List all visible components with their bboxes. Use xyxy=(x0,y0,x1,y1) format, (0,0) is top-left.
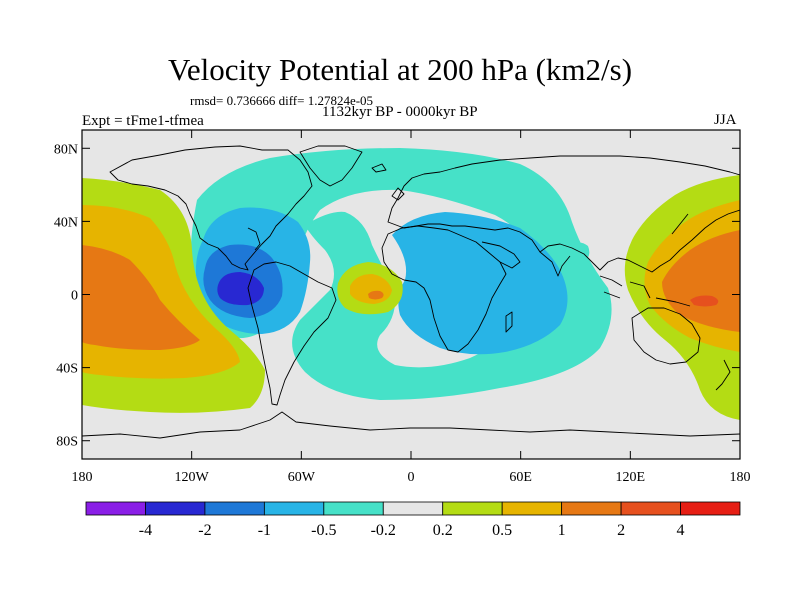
colorbar-label: -1 xyxy=(258,522,271,539)
y-tick-label: 80N xyxy=(54,142,78,157)
colorbar-label: 2 xyxy=(617,522,625,539)
axis-ticks: 80N 40N 0 40S 80S 180 120W 60W 0 60E 120E 180 xyxy=(54,130,751,485)
colorbar-swatch xyxy=(382,501,444,516)
coastlines xyxy=(82,145,740,439)
y-tick-label: 80S xyxy=(56,435,78,450)
coast-north-america xyxy=(109,145,313,271)
colorbar-swatch xyxy=(501,501,563,516)
coast-antarctica xyxy=(82,411,740,439)
chart-title: Velocity Potential at 200 hPa (km2/s) xyxy=(167,52,633,87)
y-tick-label: 40N xyxy=(54,215,78,230)
colorbar-label: -2 xyxy=(198,522,211,539)
colorbar-swatch xyxy=(561,501,622,516)
coast-florida-gulf xyxy=(247,227,261,251)
coast-japan xyxy=(671,213,689,235)
stats-annotation: rmsd= 0.736666 diff= 1.27824e-05 xyxy=(190,93,374,108)
colorbar-label: 0.5 xyxy=(492,522,512,539)
colorbar-label: -4 xyxy=(139,522,152,539)
arabian-negative-patch xyxy=(568,242,590,262)
x-tick-label: 60E xyxy=(509,470,532,485)
season-label: JJA xyxy=(714,112,737,128)
y-tick-label: 40S xyxy=(56,362,78,377)
coast-madagascar xyxy=(505,311,513,333)
africa-indian-negative-core xyxy=(392,212,568,355)
coast-arabia-india xyxy=(481,241,571,277)
experiment-label: Expt = tFme1-tfmea xyxy=(82,113,204,129)
colorbar-swatch xyxy=(145,501,206,516)
coast-eurasia xyxy=(387,155,740,273)
x-tick-label: 180 xyxy=(730,470,751,485)
colorbar-swatch xyxy=(263,501,325,516)
colorbar-swatch xyxy=(204,501,265,516)
y-tick-label: 0 xyxy=(71,289,78,304)
colorbar: -4 -2 -1 -0.5 -0.2 0.2 0.5 1 2 4 xyxy=(85,501,741,539)
colorbar-label: 4 xyxy=(677,522,685,539)
coast-africa xyxy=(381,225,507,353)
colorbar-label: 0.2 xyxy=(433,522,453,539)
coast-british-isles xyxy=(371,163,405,201)
colorbar-swatch xyxy=(85,501,146,516)
colorbar-swatch xyxy=(680,501,741,516)
eastern-pacific-minimum xyxy=(217,272,264,306)
coast-south-america xyxy=(247,261,337,406)
colorbar-label: -0.5 xyxy=(311,522,336,539)
colorbar-label: 1 xyxy=(558,522,566,539)
period-annotation: 1132kyr BP - 0000kyr BP xyxy=(322,104,478,120)
western-pacific-positive-max xyxy=(662,230,740,332)
coast-maritime-continent xyxy=(599,275,691,307)
colorbar-swatch xyxy=(442,501,503,516)
x-tick-label: 180 xyxy=(72,470,93,485)
colorbar-swatch xyxy=(323,501,384,516)
x-tick-label: 120E xyxy=(616,470,646,485)
colorbar-label: -0.2 xyxy=(371,522,396,539)
central-pacific-positive-max xyxy=(82,245,200,350)
map-field xyxy=(82,130,740,459)
coast-new-zealand xyxy=(715,359,731,391)
equatorial-atlantic-positive-max xyxy=(368,290,384,300)
x-tick-label: 120W xyxy=(175,470,210,485)
coast-australia xyxy=(631,307,701,365)
x-tick-label: 0 xyxy=(408,470,415,485)
colorbar-swatch xyxy=(620,501,681,516)
coast-greenland xyxy=(299,145,363,187)
western-pacific-positive-peak xyxy=(690,295,719,307)
x-tick-label: 60W xyxy=(288,470,316,485)
